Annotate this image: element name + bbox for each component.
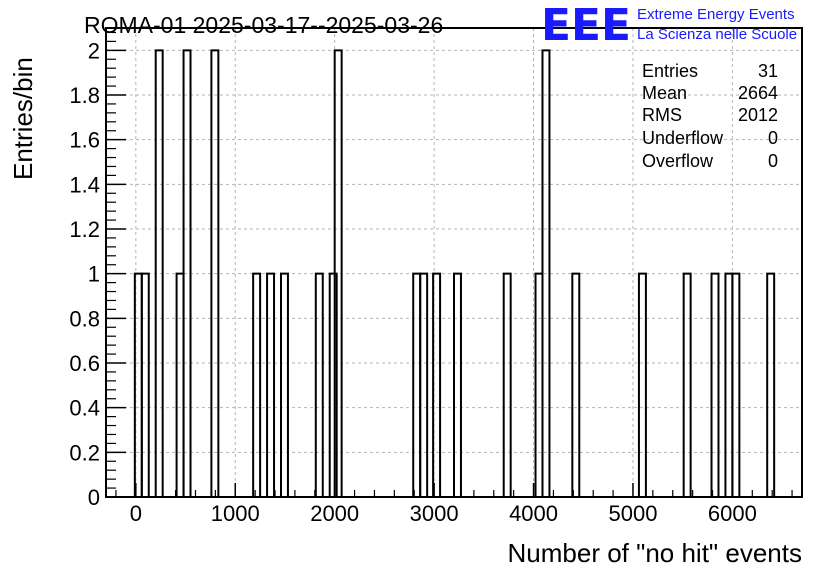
histogram-bin-5 [210,49,220,497]
y-tick-label-0: 0 [88,485,100,510]
stats-rms-label: RMS [642,105,682,125]
y-tick-label-7: 1.4 [69,172,100,197]
eee-logo-line2: La Scienza nelle Scuole [637,26,797,43]
y-tick-label-4: 0.8 [69,306,100,331]
histogram-bin-20 [637,272,647,497]
y-tick-label-2: 0.4 [69,396,100,421]
histogram-bin-3 [175,272,185,497]
y-axis-label: Entries/bin [8,57,38,180]
histogram-bin-13 [419,272,429,497]
stats-overflow-value: 0 [768,151,778,171]
histogram-bin-6 [252,272,262,497]
stats-underflow-value: 0 [768,128,778,148]
eee-logo: EEE Extreme Energy Events La Scienza nel… [541,0,797,51]
y-tick-label-8: 1.6 [69,128,100,153]
stats-entries-label: Entries [642,61,698,81]
histogram-bin-7 [266,272,276,497]
axis-ticks [106,31,793,498]
histogram-bin-23 [724,272,734,497]
histogram-bin-8 [279,272,289,497]
histogram-bin-11 [333,49,343,497]
x-tick-label-4: 4000 [509,501,558,526]
histogram-bin-24 [731,272,741,497]
y-tick-label-6: 1.2 [69,217,100,242]
y-tick-label-1: 0.2 [69,440,100,465]
histogram-bin-0 [133,272,143,497]
x-tick-label-5: 5000 [608,501,657,526]
histogram-bin-12 [412,272,422,497]
y-tick-label-9: 1.8 [69,83,100,108]
stats-underflow-label: Underflow [642,128,724,148]
histogram-bin-25 [766,272,776,497]
histogram-bin-14 [432,272,442,497]
stats-box: Entries 31 Mean 2664 RMS 2012 Underflow … [642,61,778,171]
histogram-bin-15 [453,272,462,497]
histogram-bin-16 [502,272,512,497]
histogram-series [133,49,776,497]
histogram-bin-9 [314,272,324,497]
y-tick-label-5: 1 [88,262,100,287]
histogram-bin-22 [710,272,720,497]
y-tick-label-3: 0.6 [69,351,100,376]
stats-mean-value: 2664 [738,83,778,103]
histogram-bin-1 [140,272,150,497]
tick-labels: 0 1000 2000 3000 4000 5000 6000 0 0.2 0.4 0.6 0.8 1 1… [69,38,756,526]
stats-rms-value: 2012 [738,105,778,125]
stats-entries-value: 31 [758,61,778,81]
eee-logo-line1: Extreme Energy Events [637,6,795,23]
x-axis-label: Number of "no hit" events [508,538,803,568]
stats-overflow-label: Overflow [642,151,714,171]
histogram-bin-17 [534,272,544,497]
histogram-bin-10 [328,272,338,497]
histogram-bin-18 [541,49,551,497]
x-tick-label-0: 0 [130,501,142,526]
x-tick-label-6: 6000 [708,501,757,526]
chart-title: ROMA-01 2025-03-17--2025-03-26 [84,12,443,38]
x-tick-label-2: 2000 [310,501,359,526]
x-tick-label-1: 1000 [211,501,260,526]
y-tick-label-10: 2 [88,38,100,63]
histogram-bin-21 [682,272,692,497]
eee-logo-mark: EEE [541,0,631,51]
stats-mean-label: Mean [642,83,687,103]
x-tick-label-3: 3000 [410,501,459,526]
histogram-bin-4 [182,49,192,497]
histogram-bin-19 [571,272,581,497]
histogram-bin-2 [154,49,164,497]
